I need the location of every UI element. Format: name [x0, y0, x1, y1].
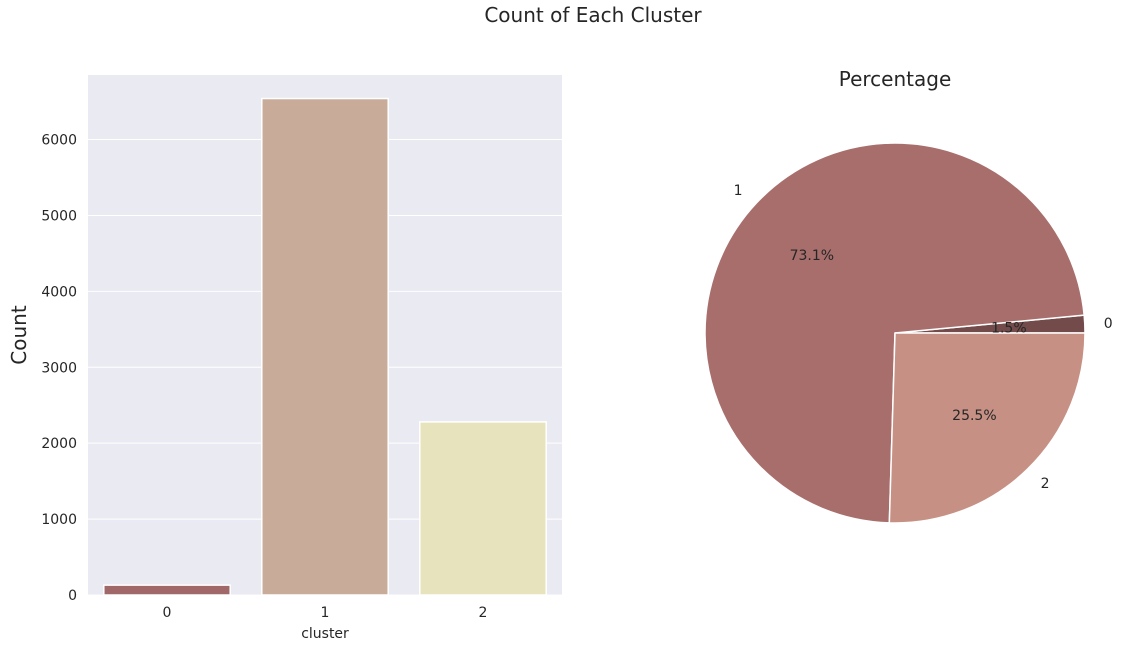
bar-y-tick-label: 1000 [41, 512, 77, 528]
pie-slice-2 [888, 332, 1086, 524]
bar-y-tick-label: 5000 [41, 208, 77, 224]
figure-title: Count of Each Cluster [484, 3, 702, 27]
pie-slice-1 [704, 142, 1085, 524]
pie-label: 0 [1104, 316, 1113, 332]
pie-label: 2 [1041, 476, 1050, 492]
bar-0 [103, 584, 231, 596]
bar-1 [261, 97, 389, 596]
pie-label: 1 [734, 183, 743, 199]
bar-x-axis-label: cluster [301, 626, 349, 642]
pie-title: Percentage [839, 67, 952, 91]
bar-chart: 0 1000 2000 3000 4000 5000 6000 0 1 2 cluster Cou… [7, 75, 562, 642]
bar-y-tick-label: 0 [68, 588, 77, 604]
pie-slice-0 [894, 314, 1086, 334]
bar-x-tick-label: 2 [479, 605, 488, 621]
pie-pct-label: 25.5% [952, 408, 996, 424]
pie-pct-label: 1.5% [991, 321, 1027, 337]
bar-y-tick-label: 4000 [41, 284, 77, 300]
bar-x-tick-label: 0 [163, 605, 172, 621]
bar-y-tick-label: 2000 [41, 436, 77, 452]
bar-x-tick-label: 1 [321, 605, 330, 621]
bar-y-tick-label: 3000 [41, 360, 77, 376]
pie-pct-label: 73.1% [790, 248, 834, 264]
bar-y-tick-label: 6000 [41, 133, 77, 149]
bar-y-axis-label: Count [7, 305, 31, 365]
bar-2 [419, 421, 547, 596]
